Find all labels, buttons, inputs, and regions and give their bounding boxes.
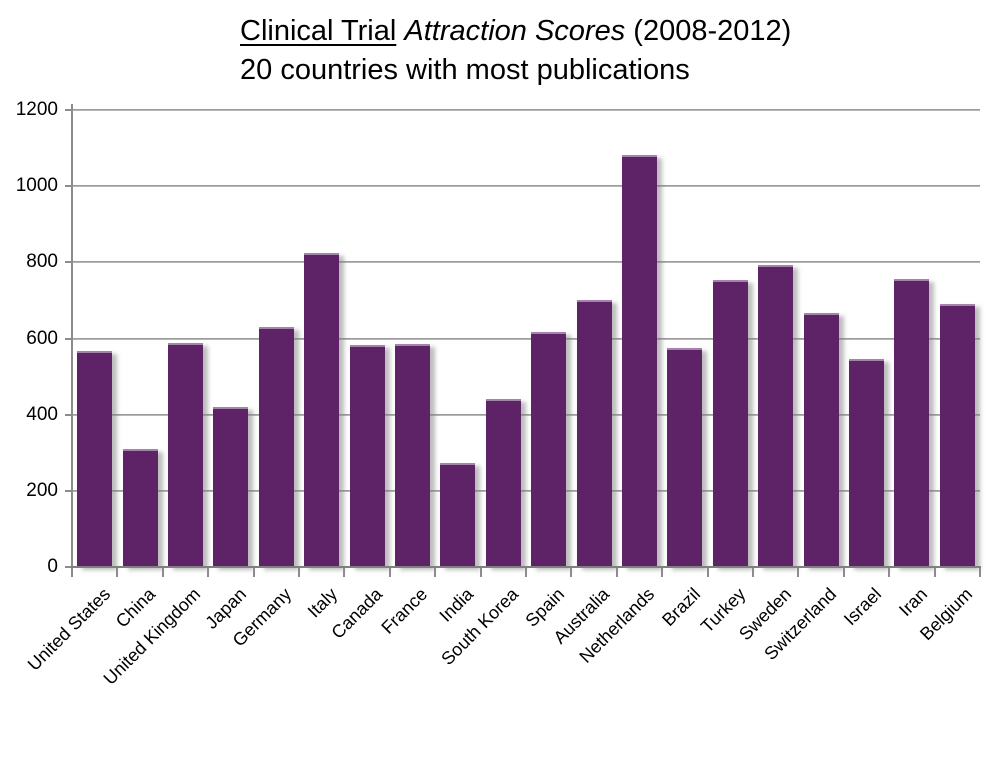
chart-title-year-range: (2008-2012)	[633, 15, 792, 47]
chart-title-block: Clinical Trial Attraction Scores (2008-2…	[240, 12, 791, 90]
x-axis-tick-19	[933, 568, 936, 577]
y-axis-label-200: 200	[26, 479, 58, 501]
gridline-200	[72, 489, 980, 492]
gridline-1000	[72, 185, 980, 188]
bar-turkey	[712, 279, 748, 567]
x-axis-tick-5	[298, 568, 300, 577]
x-axis-tick-18	[888, 568, 891, 577]
x-axis-tick-8	[434, 568, 437, 577]
bar-israel	[849, 359, 884, 567]
chart-title: Clinical Trial Attraction Scores (2008-2…	[240, 12, 791, 51]
bar-canada	[349, 344, 385, 567]
y-axis-label-0: 0	[47, 556, 58, 577]
y-axis-label-1000: 1000	[15, 175, 58, 197]
x-axis-tick-6	[343, 568, 346, 577]
bar-spain	[531, 332, 567, 567]
x-axis-label-iran: Iran	[894, 584, 932, 621]
chart-title-italic-part: Attraction Scores	[404, 15, 626, 47]
bar-belgium	[939, 304, 975, 567]
y-axis-label-600: 600	[26, 327, 58, 349]
x-axis-label-israel: Israel	[840, 584, 886, 630]
bar-united-states	[77, 351, 113, 567]
x-axis-tick-7	[388, 568, 391, 577]
x-axis-tick-12	[615, 568, 618, 577]
bar-india	[440, 462, 476, 567]
gridline-400	[72, 413, 980, 416]
y-axis-tick-800	[65, 261, 72, 264]
bar-china	[122, 448, 158, 567]
bar-australia	[576, 300, 612, 567]
bar-germany	[258, 327, 294, 567]
bar-japan	[213, 407, 249, 567]
y-axis-label-400: 400	[26, 403, 58, 425]
gridline-800	[72, 261, 980, 264]
x-axis-tick-20	[979, 568, 981, 577]
x-axis-tick-0	[71, 568, 73, 577]
bar-italy	[304, 253, 340, 567]
x-axis-label-france: France	[377, 584, 432, 638]
bar-sweden	[758, 264, 794, 567]
chart-title-underlined-part: Clinical Trial	[240, 15, 397, 47]
x-axis-tick-1	[116, 568, 119, 577]
bar-switzerland	[803, 312, 839, 567]
y-axis-tick-0	[65, 566, 72, 568]
x-axis-tick-14	[706, 568, 709, 577]
x-axis-tick-17	[842, 568, 845, 577]
x-axis-tick-15	[752, 568, 754, 577]
y-axis-tick-1000	[65, 185, 72, 188]
x-axis-label-italy: Italy	[303, 584, 341, 622]
y-axis-tick-1200	[65, 109, 72, 111]
bar-netherlands	[622, 154, 657, 567]
bar-brazil	[667, 348, 703, 567]
x-axis-tick-9	[479, 568, 482, 577]
chart-subtitle: 20 countries with most publications	[240, 54, 690, 86]
x-axis-tick-11	[570, 568, 573, 577]
x-axis-tick-3	[207, 568, 210, 577]
y-axis-label-800: 800	[26, 251, 58, 273]
y-axis-line	[71, 104, 73, 576]
bar-south-korea	[485, 398, 521, 567]
x-axis-tick-2	[161, 568, 164, 577]
y-axis-label-1200: 1200	[15, 99, 58, 120]
x-axis-tick-4	[252, 568, 255, 577]
y-axis-tick-400	[65, 413, 72, 416]
x-axis-tick-10	[525, 568, 527, 577]
gridline-600	[72, 337, 980, 340]
gridline-1200	[72, 109, 980, 111]
y-axis-tick-200	[65, 489, 72, 492]
bar-france	[395, 343, 430, 567]
bar-iran	[894, 279, 930, 567]
bar-united-kingdom	[168, 343, 203, 567]
y-axis-tick-600	[65, 337, 72, 340]
x-axis-line	[71, 566, 981, 568]
x-axis-tick-16	[797, 568, 800, 577]
x-axis-tick-13	[661, 568, 664, 577]
x-axis-label-united-states: United States	[23, 584, 114, 675]
